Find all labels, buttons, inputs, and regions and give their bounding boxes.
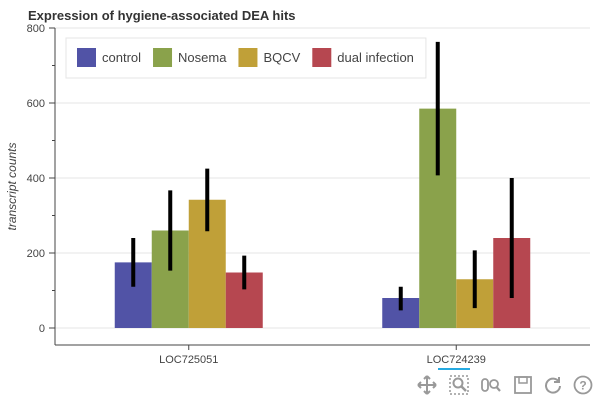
legend-label: BQCV: [263, 50, 300, 65]
x-tick-label: LOC724239: [427, 354, 486, 366]
save-icon: [514, 376, 532, 394]
legend-swatch: [238, 48, 258, 67]
pan-tool-button[interactable]: [414, 372, 440, 398]
legend-label: dual infection: [337, 50, 414, 65]
legend-swatch: [153, 48, 173, 67]
legend-label: Nosema: [178, 50, 227, 65]
chart-plot: 0 200 400 600 800 transcript counts LOC725051 L…: [5, 23, 590, 366]
error-bar-layer: [131, 41, 514, 311]
axis-layer: 0 200 400 600 800 transcript counts LOC725051 L…: [5, 23, 590, 366]
reset-icon: [545, 377, 561, 394]
y-tick-label: 800: [27, 23, 45, 35]
reset-tool-button[interactable]: [540, 372, 566, 398]
legend-label: control: [102, 50, 141, 65]
pan-icon: [417, 375, 437, 395]
box-zoom-icon: [449, 375, 469, 395]
chart-title: Expression of hygiene-associated DEA hit…: [28, 8, 296, 23]
y-tick-label: 200: [27, 248, 45, 260]
y-tick-label: 600: [27, 98, 45, 110]
y-tick-label: 0: [39, 323, 45, 335]
bar-layer: [114, 108, 531, 328]
legend-swatch: [77, 48, 96, 67]
y-tick-label: 400: [27, 173, 45, 185]
x-tick-label: LOC725051: [159, 354, 218, 366]
wheel-zoom-icon: [481, 378, 501, 392]
save-tool-button[interactable]: [510, 372, 536, 398]
help-tool-button[interactable]: ?: [570, 372, 596, 398]
help-icon: ?: [573, 375, 593, 395]
svg-text:?: ?: [579, 379, 586, 393]
wheel-zoom-tool-button[interactable]: [478, 372, 504, 398]
legend-swatch: [312, 48, 332, 67]
box-zoom-tool-button[interactable]: [438, 368, 472, 398]
toolbar: ?: [410, 368, 596, 398]
y-axis-label: transcript counts: [5, 142, 19, 230]
legend: control Nosema BQCV dual infection: [65, 37, 427, 79]
